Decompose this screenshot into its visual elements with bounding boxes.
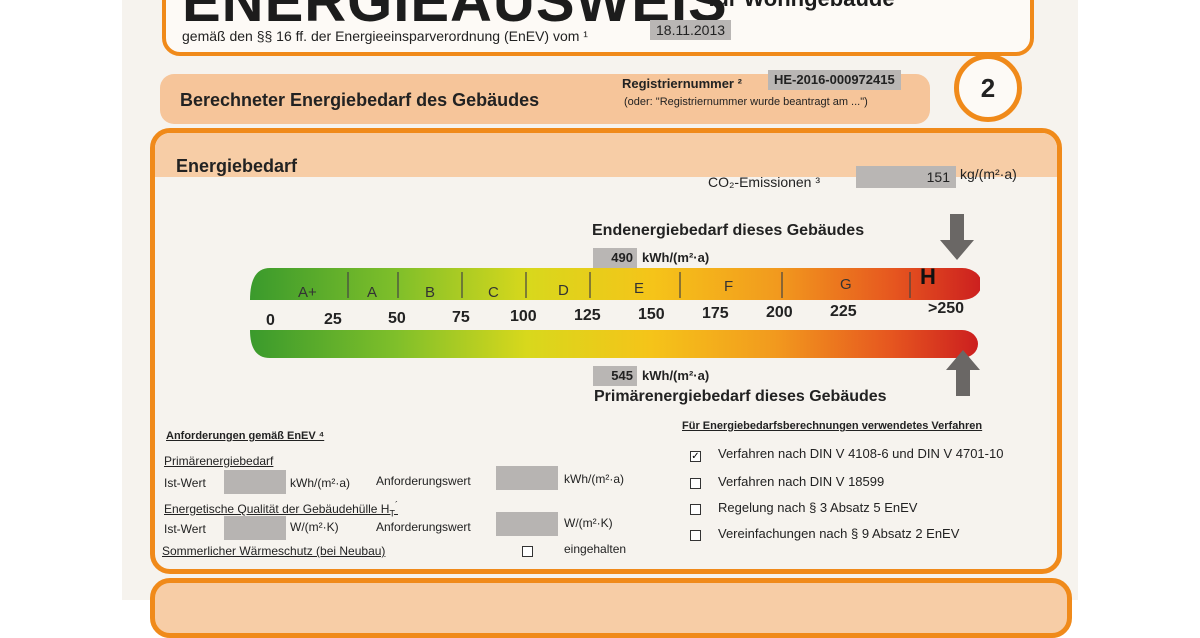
registration-number-field: HE-2016-000972415: [768, 70, 901, 90]
document-title: ENERGIEAUSWEIS: [182, 0, 728, 34]
eingehalten-label: eingehalten: [564, 542, 627, 556]
class-label-h: H: [920, 264, 936, 289]
unit-label: W/(m²·K): [564, 516, 613, 530]
anforderungswert-field: [496, 512, 558, 536]
tick-label: 100: [510, 308, 537, 325]
verfahren-option: Regelung nach § 3 Absatz 5 EnEV: [718, 500, 918, 515]
huelle-subscript: T: [389, 508, 395, 519]
class-label-d: D: [558, 282, 569, 299]
anforderungswert-label: Anforderungswert: [376, 520, 471, 534]
primaerenergiebedarf-label: Primärenergiebedarf: [164, 454, 274, 468]
unit-label: kWh/(m²·a): [564, 472, 624, 486]
class-label-a: A: [367, 284, 378, 301]
ist-wert-field: [224, 516, 286, 540]
tick-label: 150: [638, 306, 665, 323]
huelle-label-text: Energetische Qualität der Gebäudehülle H: [164, 502, 390, 516]
endenergie-unit: kWh/(m²·a): [642, 250, 710, 265]
scale-white-band: [250, 300, 978, 330]
anforderungswert-field: [496, 466, 558, 490]
verfahren-checkbox[interactable]: ✓: [690, 451, 701, 462]
huelle-label: Energetische Qualität der Gebäudehülle H…: [164, 500, 398, 518]
tick-label: >250: [928, 300, 965, 317]
background-left: [0, 0, 122, 600]
class-label-g: G: [840, 276, 852, 293]
document-title-suffix: für Wohngebäude: [708, 0, 895, 12]
section-title: Berechneter Energiebedarf des Gebäudes: [180, 90, 540, 110]
energy-scale: [250, 268, 980, 358]
tick-label: 200: [766, 304, 793, 321]
co2-value-field: 151: [856, 166, 956, 188]
energiebedarf-title: Energiebedarf: [176, 156, 298, 176]
unit-label: kWh/(m²·a): [290, 476, 350, 490]
background-right: [1078, 0, 1200, 600]
class-label-a-plus: A+: [298, 284, 317, 301]
primaerenergie-value-field: 545: [593, 366, 637, 386]
co2-unit: kg/(m²·a): [960, 166, 1017, 182]
eingehalten-checkbox[interactable]: [522, 546, 533, 557]
tick-label: 125: [574, 307, 601, 324]
arrow-up-icon: [946, 350, 980, 396]
ist-wert-label: Ist-Wert: [164, 522, 206, 536]
sommer-label: Sommerlicher Wärmeschutz (bei Neubau): [162, 544, 386, 558]
tick-label: 225: [830, 303, 857, 320]
law-date-field: 18.11.2013: [650, 20, 732, 40]
unit-label: W/(m²·K): [290, 520, 339, 534]
verfahren-checkbox[interactable]: [690, 504, 701, 515]
verfahren-checkbox[interactable]: [690, 530, 701, 541]
primaerenergie-unit: kWh/(m²·a): [642, 368, 710, 383]
ist-wert-field: [224, 470, 286, 494]
class-label-b: B: [425, 284, 436, 301]
tick-label: 25: [324, 311, 342, 328]
anforderungswert-label: Anforderungswert: [376, 474, 471, 488]
scale-top-band: [250, 268, 980, 300]
class-label-c: C: [488, 284, 499, 301]
primaerenergie-title: Primärenergiebedarf dieses Gebäudes: [594, 388, 887, 405]
arrow-down-icon: [940, 214, 974, 260]
verfahren-checkbox[interactable]: [690, 478, 701, 489]
registration-label: Registriernummer ²: [622, 76, 742, 91]
scale-class-dividers: [347, 272, 911, 298]
tick-label: 175: [702, 305, 729, 322]
huelle-superscript: ´: [394, 500, 398, 510]
ist-wert-label: Ist-Wert: [164, 476, 206, 490]
co2-label: CO₂-Emissionen ³: [708, 174, 821, 190]
next-section-box: [150, 578, 1072, 638]
verfahren-heading: Für Energiebedarfsberechnungen verwendet…: [682, 420, 983, 432]
tick-label: 75: [452, 309, 470, 326]
scale-bottom-band: [250, 330, 978, 358]
endenergie-value-field: 490: [593, 248, 637, 268]
class-label-f: F: [724, 278, 734, 295]
tick-label: 50: [388, 310, 406, 327]
anforderungen-heading: Anforderungen gemäß EnEV ⁴: [166, 430, 325, 442]
verfahren-option: Vereinfachungen nach § 9 Absatz 2 EnEV: [718, 526, 960, 541]
tick-label: 0: [266, 312, 275, 329]
verfahren-option: Verfahren nach DIN V 18599: [718, 474, 885, 489]
verfahren-option: Verfahren nach DIN V 4108-6 und DIN V 47…: [718, 446, 1004, 461]
page-number-badge: 2: [954, 54, 1022, 122]
law-reference: gemäß den §§ 16 ff. der Energieeinsparve…: [182, 28, 588, 44]
title-box: [162, 0, 1034, 56]
registration-note: (oder: "Registriernummer wurde beantragt…: [624, 96, 868, 108]
endenergie-title: Endenergiebedarf dieses Gebäudes: [592, 222, 865, 239]
class-label-e: E: [634, 280, 645, 297]
